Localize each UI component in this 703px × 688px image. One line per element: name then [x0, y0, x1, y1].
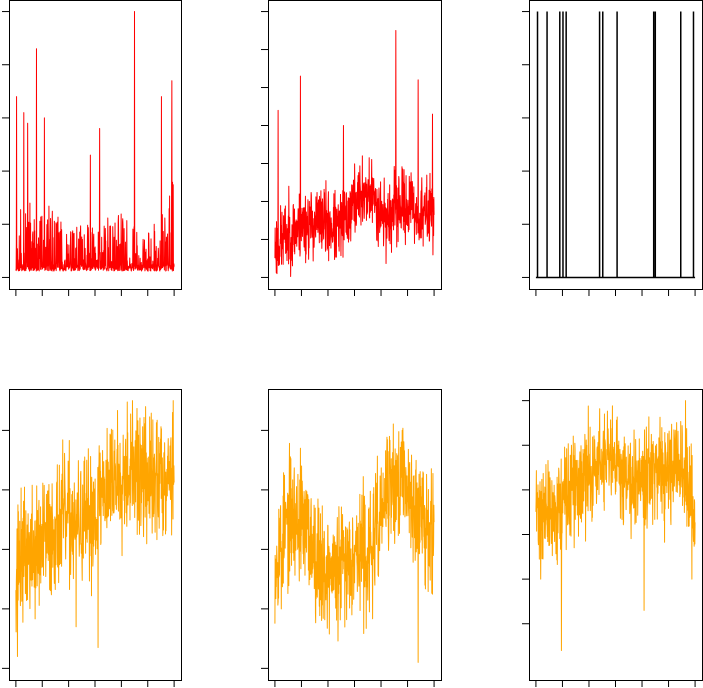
series-line	[274, 423, 435, 663]
series-line	[535, 11, 696, 279]
chart-panel-6	[522, 389, 703, 687]
chart-panel-4	[2, 389, 182, 687]
series-line	[15, 400, 175, 657]
chart-panel-2	[261, 0, 442, 296]
plot-frame	[9, 0, 182, 290]
series-line	[535, 400, 696, 652]
series-line	[274, 30, 435, 278]
plot-frame	[529, 0, 703, 290]
chart-panel-5	[261, 389, 442, 687]
series-line	[15, 11, 175, 272]
chart-panel-1	[2, 0, 182, 296]
chart-panel-3	[522, 0, 703, 296]
